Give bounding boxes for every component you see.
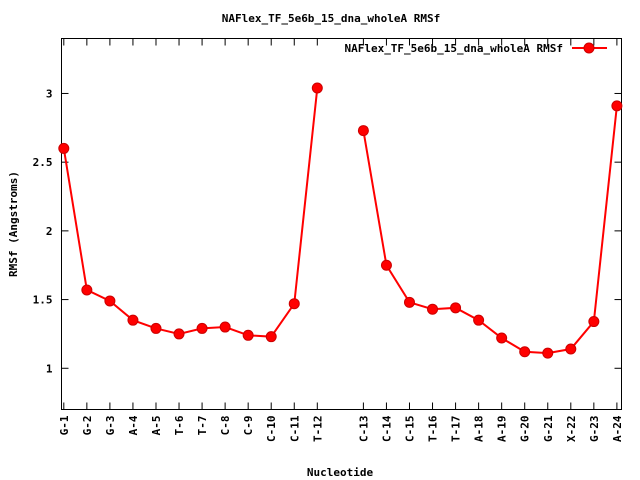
x-tick-label: G-3	[104, 416, 117, 436]
data-point	[565, 343, 577, 355]
x-tick-label: A-5	[150, 416, 163, 436]
y-axis: 1 1.5 2 2.5 3	[33, 87, 622, 375]
x-tick-label: G-20	[519, 416, 532, 443]
data-point	[403, 296, 415, 308]
data-point	[311, 82, 323, 94]
x-tick-label: A-24	[611, 415, 624, 442]
x-tick-label: T-17	[450, 416, 463, 443]
x-tick-label: C-8	[219, 416, 232, 436]
data-point	[81, 284, 93, 296]
data-point	[242, 329, 254, 341]
y-axis-label: RMSf (Angstroms)	[7, 171, 20, 277]
y-tick-label: 1.5	[33, 294, 53, 307]
x-tick-label: C-14	[380, 415, 393, 442]
x-tick-label: T-12	[311, 416, 324, 443]
data-point	[58, 142, 70, 154]
series-layer	[58, 82, 623, 359]
x-axis-label: Nucleotide	[307, 466, 374, 479]
x-tick-label: T-16	[427, 415, 440, 442]
data-point	[219, 321, 231, 333]
data-point	[288, 298, 300, 310]
legend: NAFlex_TF_5e6b_15_dna_wholeA RMSf	[344, 42, 607, 55]
x-tick-label: A-18	[473, 416, 486, 443]
data-point	[150, 322, 162, 334]
x-tick-label: C-11	[288, 415, 301, 442]
plot-frame	[61, 38, 622, 410]
y-tick-label: 2.5	[33, 156, 53, 169]
x-tick-label: G-23	[588, 416, 601, 443]
series-line	[362, 105, 618, 355]
x-tick-label: T-7	[196, 416, 209, 436]
x-tick-label: A-4	[127, 415, 140, 435]
data-point	[173, 328, 185, 340]
legend-marker-swatch	[583, 42, 595, 54]
data-point	[496, 332, 508, 344]
data-point	[450, 302, 462, 314]
data-point	[427, 303, 439, 315]
data-point	[380, 259, 392, 271]
x-tick-label: C-13	[357, 416, 370, 443]
data-point	[611, 100, 623, 112]
data-point	[588, 316, 600, 328]
x-axis: G-1 G-2 G-3 A-4 A-5 T-6 T-7 C-8 C-9 C-10 C-11 T-12 C…	[58, 38, 624, 443]
data-point	[196, 322, 208, 334]
y-tick-label: 2	[46, 225, 53, 238]
data-point	[542, 347, 554, 359]
data-point	[519, 346, 531, 358]
x-tick-label: T-6	[173, 415, 186, 435]
x-tick-label: X-22	[565, 416, 578, 443]
data-point	[357, 125, 369, 137]
series-line	[62, 87, 319, 338]
x-tick-label: A-19	[496, 416, 509, 443]
y-tick-label: 1	[46, 362, 53, 375]
x-tick-label: C-9	[242, 416, 255, 436]
data-point	[473, 314, 485, 326]
x-tick-label: G-1	[58, 415, 71, 435]
x-tick-label: C-10	[265, 416, 278, 443]
data-point	[104, 295, 116, 307]
y-tick-label: 3	[46, 87, 53, 100]
data-point	[265, 331, 277, 343]
x-tick-label: C-15	[403, 416, 416, 443]
x-tick-label: G-2	[81, 416, 94, 436]
data-point	[127, 314, 139, 326]
chart-title: NAFlex_TF_5e6b_15_dna_wholeA RMSf	[222, 12, 441, 25]
x-tick-label: G-21	[542, 415, 555, 442]
legend-label: NAFlex_TF_5e6b_15_dna_wholeA RMSf	[344, 42, 563, 55]
